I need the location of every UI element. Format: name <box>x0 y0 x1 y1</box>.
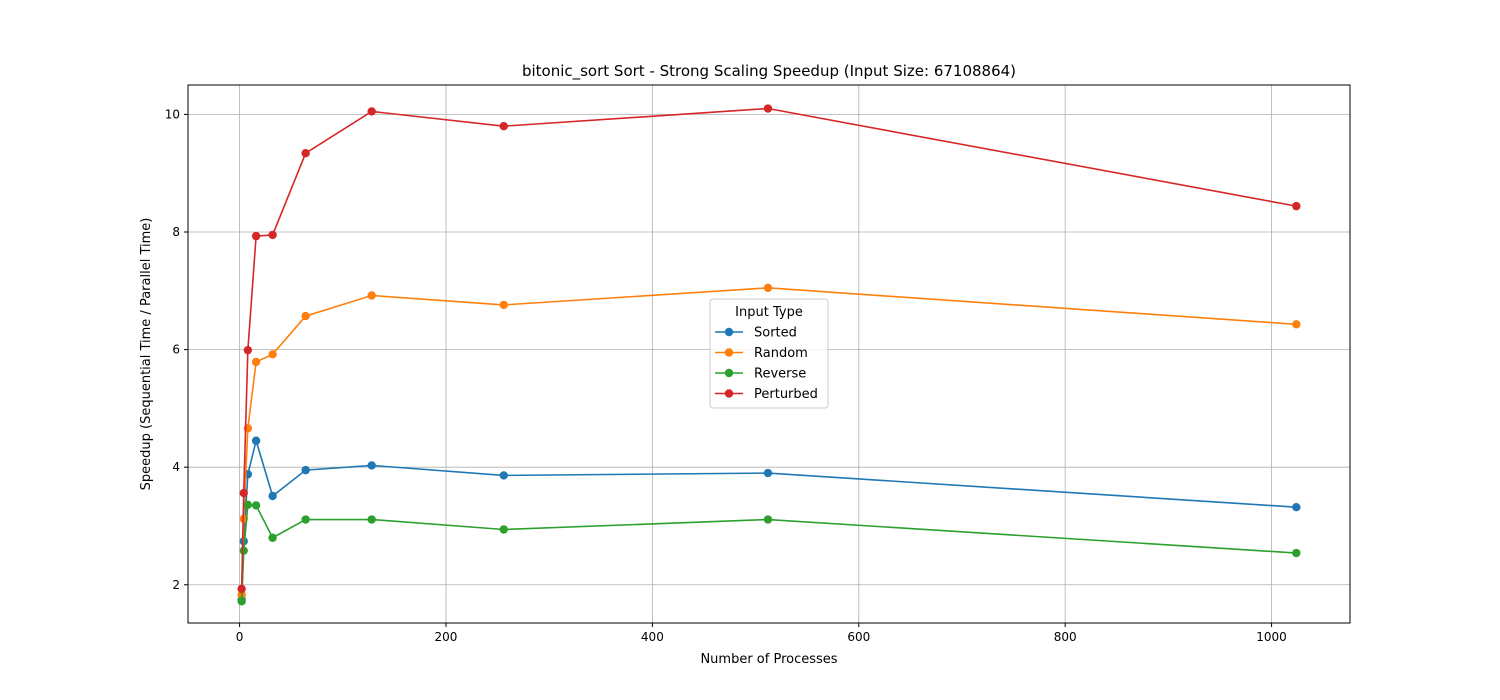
data-point-sorted <box>251 436 261 445</box>
legend-item-label: Random <box>754 346 808 361</box>
data-point-sorted <box>499 471 508 480</box>
legend-swatch-marker <box>724 389 734 398</box>
y-tick-label: 2 <box>172 578 180 592</box>
data-point-sorted <box>1292 502 1301 512</box>
chart-title: bitonic_sort Sort - Strong Scaling Speed… <box>522 62 1016 81</box>
data-point-sorted <box>367 461 376 470</box>
data-point-reverse <box>367 515 376 524</box>
x-tick-label: 400 <box>641 630 664 644</box>
y-tick-label: 4 <box>172 460 180 474</box>
data-point-perturbed <box>243 345 253 355</box>
data-point-perturbed <box>301 149 310 158</box>
data-point-reverse <box>499 525 508 534</box>
legend-title: Input Type <box>735 305 803 320</box>
legend-item-label: Sorted <box>754 326 797 341</box>
series-reverse <box>237 500 1301 606</box>
data-point-random <box>251 357 261 367</box>
data-point-perturbed <box>237 584 246 594</box>
data-point-perturbed <box>239 488 248 498</box>
data-point-reverse <box>268 533 277 542</box>
data-point-perturbed <box>268 230 277 240</box>
series-line-reverse <box>240 503 1297 602</box>
y-axis-label: Speedup (Sequential Time / Parallel Time… <box>139 218 154 491</box>
x-tick-label: 600 <box>847 630 870 644</box>
data-point-random <box>268 350 277 359</box>
x-tick-label: 800 <box>1054 630 1077 644</box>
data-point-random <box>367 291 376 300</box>
data-point-perturbed <box>251 231 261 241</box>
grid-lines <box>188 85 1350 623</box>
legend-item-perturbed: Perturbed <box>715 387 818 402</box>
y-axis-ticks: 2 4 6 8 10 <box>165 107 188 592</box>
legend-swatch-marker <box>724 327 734 337</box>
legend-swatch-marker <box>724 348 734 357</box>
data-point-sorted <box>763 468 773 478</box>
data-point-reverse <box>237 597 246 606</box>
legend-swatch-marker <box>724 368 734 378</box>
legend-item-label: Perturbed <box>754 387 818 402</box>
data-point-reverse <box>239 546 248 555</box>
legend: Input Type Sorted Random Reverse Perturbed <box>709 298 829 409</box>
y-tick-label: 6 <box>172 343 180 357</box>
legend-box <box>709 298 829 409</box>
data-point-reverse <box>1292 548 1301 558</box>
data-point-random <box>301 311 310 321</box>
data-point-reverse <box>301 515 310 524</box>
series-lines <box>237 104 1301 606</box>
legend-item-random: Random <box>715 346 808 361</box>
data-point-sorted <box>268 491 277 501</box>
x-tick-label: 200 <box>435 630 458 644</box>
data-point-random <box>1292 320 1301 329</box>
legend-item-label: Reverse <box>754 367 806 382</box>
x-axis-ticks: 0 200 400 600 800 1000 <box>236 623 1287 644</box>
legend-item-reverse: Reverse <box>715 367 806 382</box>
series-line-perturbed <box>240 107 1297 589</box>
legend-items: Sorted Random Reverse Perturbed <box>715 326 818 402</box>
x-tick-label: 1000 <box>1256 630 1287 644</box>
x-axis-label: Number of Processes <box>700 652 837 667</box>
y-tick-label: 8 <box>172 225 180 239</box>
legend-item-sorted: Sorted <box>715 326 797 341</box>
data-point-perturbed <box>763 104 773 113</box>
plot-frame <box>187 84 1351 624</box>
data-point-reverse <box>243 500 253 510</box>
data-point-perturbed <box>1292 201 1301 211</box>
data-point-reverse <box>763 515 773 524</box>
series-perturbed <box>237 104 1301 594</box>
data-point-perturbed <box>367 107 376 116</box>
data-point-perturbed <box>499 121 508 131</box>
data-point-random <box>763 283 773 293</box>
series-line-random <box>240 287 1297 595</box>
data-point-reverse <box>251 501 261 510</box>
data-point-sorted <box>301 465 310 475</box>
x-tick-label: 0 <box>236 630 244 644</box>
data-point-random <box>499 300 508 310</box>
y-tick-label: 10 <box>165 107 180 121</box>
